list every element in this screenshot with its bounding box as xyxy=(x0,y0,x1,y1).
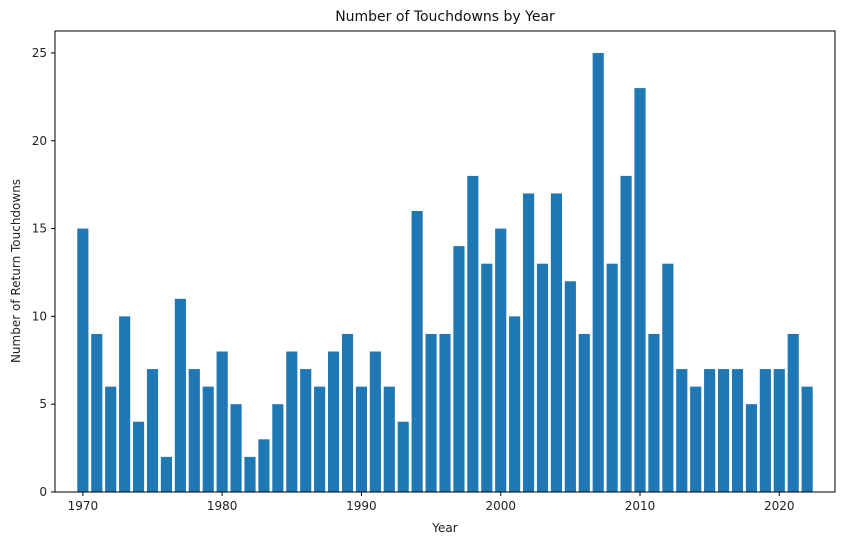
x-tick-label-2000: 2000 xyxy=(485,499,516,513)
bar-1975 xyxy=(146,369,159,492)
bar-1971 xyxy=(91,333,103,492)
y-tick-label-15: 15 xyxy=(32,222,47,236)
y-axis-ticks: 0 5 10 15 20 25 xyxy=(32,46,55,499)
bar-1994 xyxy=(411,211,423,492)
x-tick-label-1970: 1970 xyxy=(68,499,99,513)
bar-1990 xyxy=(355,386,367,492)
y-tick-label-20: 20 xyxy=(32,134,47,148)
bar-2021 xyxy=(787,333,799,492)
bar-2004 xyxy=(550,193,562,492)
x-tick-label-2010: 2010 xyxy=(625,499,656,513)
bar-1995 xyxy=(425,333,437,492)
bar-2005 xyxy=(564,281,576,492)
y-axis-label: Number of Return Touchdowns xyxy=(9,179,23,363)
bar-2006 xyxy=(578,333,590,492)
bar-2022 xyxy=(801,386,813,492)
x-tick-label-1980: 1980 xyxy=(207,499,238,513)
bar-1998 xyxy=(467,175,479,492)
bar-1970 xyxy=(77,228,89,492)
bar-1977 xyxy=(174,298,186,492)
bar-1984 xyxy=(272,404,284,492)
bar-2010 xyxy=(634,88,646,492)
bar-1986 xyxy=(300,369,312,492)
x-axis-ticks: 1970 1980 1990 2000 2010 2020 xyxy=(68,492,795,513)
bar-2008 xyxy=(606,263,618,492)
bar-2014 xyxy=(690,386,702,492)
bar-2000 xyxy=(495,228,507,492)
bar-1996 xyxy=(439,333,451,492)
bar-1974 xyxy=(133,421,145,492)
bar-2020 xyxy=(773,369,785,492)
bar-2015 xyxy=(704,369,716,492)
bar-1991 xyxy=(369,351,381,492)
bar-1973 xyxy=(119,316,131,492)
bar-1979 xyxy=(202,386,214,492)
y-tick-label-5: 5 xyxy=(39,397,47,411)
bar-1981 xyxy=(230,404,242,492)
bar-1987 xyxy=(314,386,326,492)
bar-2001 xyxy=(509,316,521,492)
bar-1983 xyxy=(258,439,270,492)
bar-1978 xyxy=(188,369,200,492)
bar-1989 xyxy=(341,333,354,492)
bar-2011 xyxy=(648,333,660,492)
bar-1976 xyxy=(160,456,172,492)
bars-group xyxy=(77,52,813,492)
bar-2012 xyxy=(662,263,674,492)
plot-frame xyxy=(54,30,836,493)
bar-1982 xyxy=(244,456,256,492)
bar-1972 xyxy=(105,386,117,492)
bar-2009 xyxy=(620,175,632,492)
bar-1997 xyxy=(453,246,465,492)
bar-2013 xyxy=(676,369,688,492)
bar-1993 xyxy=(397,421,409,492)
bar-1999 xyxy=(481,263,493,492)
y-tick-label-25: 25 xyxy=(32,46,47,60)
bar-2007 xyxy=(592,52,604,492)
bar-2003 xyxy=(536,263,549,492)
x-axis-label: Year xyxy=(431,521,457,535)
bar-1992 xyxy=(383,386,395,492)
bar-2017 xyxy=(731,369,744,492)
y-tick-label-10: 10 xyxy=(32,309,47,323)
x-tick-label-1990: 1990 xyxy=(346,499,377,513)
bar-1985 xyxy=(286,351,298,492)
bar-2002 xyxy=(523,193,535,492)
bar-2018 xyxy=(745,404,757,492)
bar-2019 xyxy=(759,369,771,492)
bar-2016 xyxy=(718,369,730,492)
y-tick-label-0: 0 xyxy=(39,485,47,499)
bar-1980 xyxy=(216,351,228,492)
x-tick-label-2020: 2020 xyxy=(764,499,795,513)
chart-title: Number of Touchdowns by Year xyxy=(335,9,555,25)
bar-1988 xyxy=(328,351,340,492)
